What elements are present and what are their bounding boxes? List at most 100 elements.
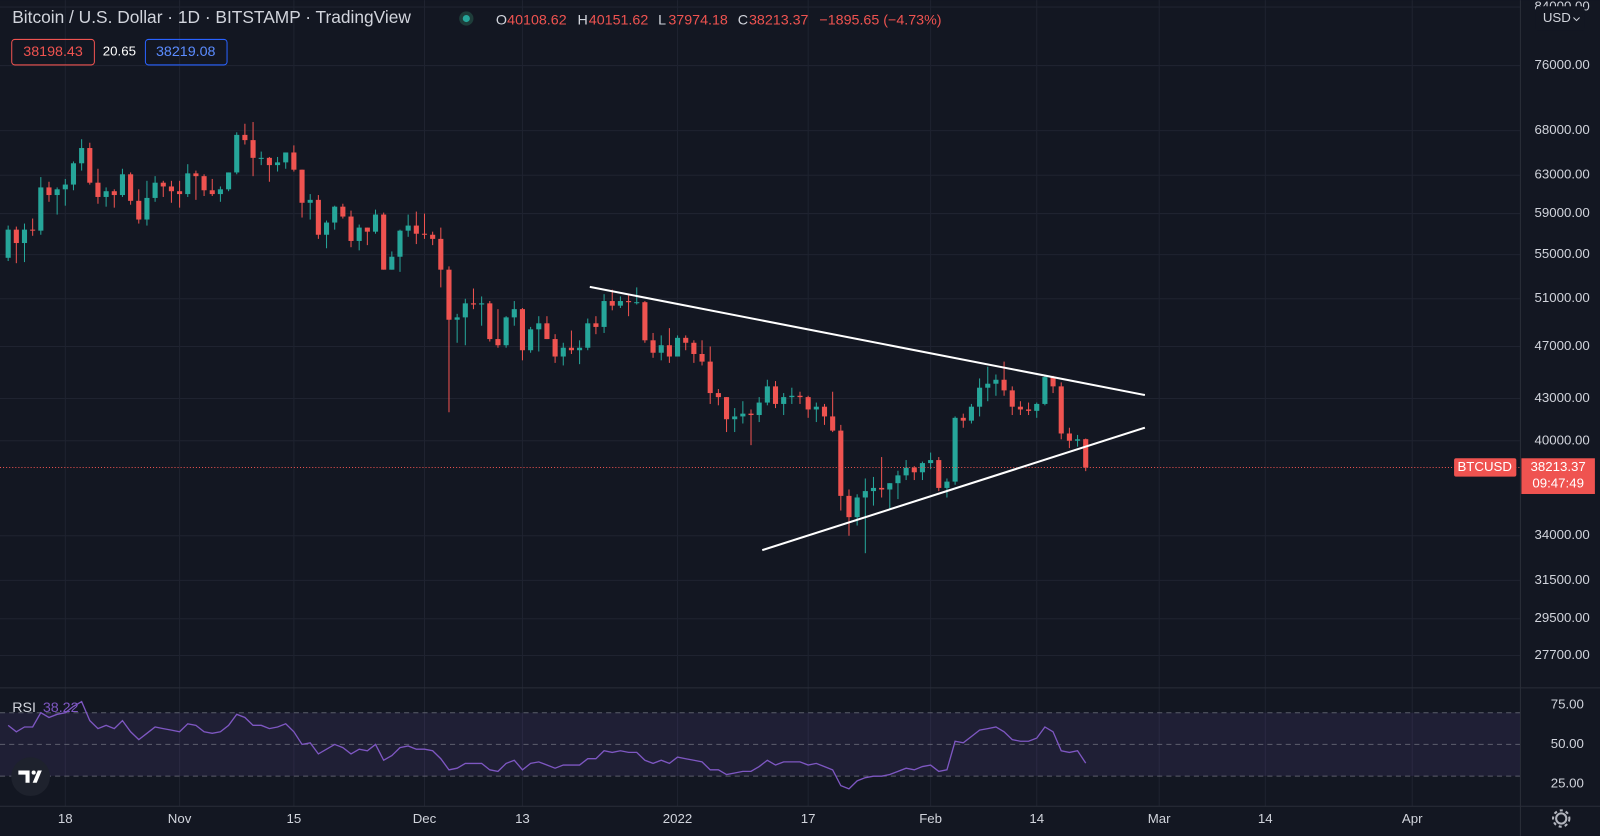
candle-body (38, 187, 44, 231)
candle-body (242, 134, 248, 141)
candle-body (675, 337, 681, 357)
candle-body (748, 413, 754, 416)
candle-body (185, 173, 191, 195)
candle-body (715, 393, 721, 398)
candle-body (454, 317, 460, 320)
candle-body (1050, 377, 1056, 387)
y-tick-label: 63000.00 (1535, 167, 1590, 182)
candle-body (666, 345, 672, 357)
candle-body (993, 379, 999, 384)
ask[interactable]: 38219.08 (156, 44, 216, 60)
change: −1895.65 (−4.73%) (819, 12, 941, 28)
marks (0, 122, 1521, 790)
ohlc-value: 40108.62 (507, 12, 567, 28)
candle-body (291, 152, 297, 170)
candle-body (438, 238, 444, 270)
candle-body (1001, 379, 1007, 391)
candle-body (756, 402, 762, 416)
candle-body (830, 416, 836, 431)
candle-body (1017, 406, 1023, 410)
candle-body (1034, 403, 1040, 411)
gear-teeth (1552, 809, 1571, 828)
trend-line[interactable] (589, 285, 1146, 397)
candle-body (985, 383, 991, 388)
candle-body (560, 347, 566, 357)
status-dot (462, 14, 470, 23)
candle-body (887, 483, 893, 490)
logo-bg (11, 757, 50, 797)
candle-body (250, 140, 256, 158)
candle-body (805, 397, 811, 410)
candle-body (838, 430, 844, 496)
candle-body (470, 303, 477, 305)
candle-body (764, 386, 770, 403)
candle-body (936, 460, 942, 488)
candle-body (977, 387, 983, 407)
candle-body (870, 487, 877, 492)
rsi-band (0, 712, 1521, 777)
y-tick-label: 34000.00 (1535, 527, 1590, 542)
candle-body (650, 340, 656, 353)
candle-body (168, 186, 174, 192)
ohlc-value: 38213.37 (749, 12, 809, 28)
x-tick-label: 18 (58, 811, 73, 826)
ohlc-letter: L (658, 12, 666, 28)
candle-body (593, 323, 599, 327)
candle-body (862, 491, 868, 498)
x-tick-label: 14 (1029, 811, 1044, 826)
candle-body (144, 197, 150, 220)
candle-body (30, 229, 36, 231)
candle-body (536, 323, 542, 330)
ohlc-letter: C (738, 12, 748, 28)
x-tick-label: Apr (1402, 811, 1423, 826)
tv-logo[interactable] (11, 757, 50, 797)
candle-body (699, 353, 705, 362)
candle-body (740, 413, 746, 417)
trend-line[interactable] (761, 426, 1146, 552)
candle-body (552, 339, 558, 357)
candle-body (642, 302, 648, 341)
candle-body (1058, 386, 1064, 434)
candle-body (634, 302, 640, 304)
candle-body (903, 467, 909, 476)
candle-body (928, 460, 934, 464)
rsi-value: 38.22 (43, 700, 79, 716)
candle-body (79, 148, 85, 164)
candle-body (381, 214, 387, 270)
candle-body (299, 169, 305, 203)
candle-body (911, 467, 917, 473)
bid[interactable]: 38198.43 (23, 44, 83, 60)
y-tick-label: 76000.00 (1535, 57, 1590, 72)
candle-body (707, 361, 713, 394)
candle-body (879, 487, 885, 490)
candle-body (487, 303, 493, 340)
candle-body (177, 191, 183, 195)
grid (0, 0, 1521, 807)
candle-body (446, 269, 452, 320)
candle-body (152, 182, 158, 198)
symbol-tag (1454, 458, 1517, 477)
candle-body (609, 301, 615, 306)
currency-button[interactable] (1535, 6, 1585, 31)
candle-body (87, 148, 93, 183)
candle-body (813, 406, 819, 410)
candle-body (421, 233, 428, 235)
symbol-title: Bitcoin / U.S. Dollar · 1D · BITSTAMP · … (12, 7, 411, 27)
candle-body (103, 191, 109, 197)
candle-body (528, 329, 534, 351)
y-tick-label: 40000.00 (1535, 432, 1590, 447)
candle-body (1026, 409, 1032, 411)
candle-body (585, 323, 591, 348)
symbol-tag-text: BTCUSD (1457, 459, 1511, 474)
candle-body (691, 342, 697, 354)
y-tick-label: 29500.00 (1535, 610, 1590, 625)
sell-box[interactable] (11, 38, 95, 66)
settings-icon[interactable] (1552, 809, 1571, 828)
candle-body (364, 227, 370, 232)
candle-body (128, 174, 134, 201)
currency[interactable]: USD (1543, 10, 1571, 25)
buy-box[interactable] (144, 38, 228, 66)
x-tick-label: 17 (801, 811, 816, 826)
